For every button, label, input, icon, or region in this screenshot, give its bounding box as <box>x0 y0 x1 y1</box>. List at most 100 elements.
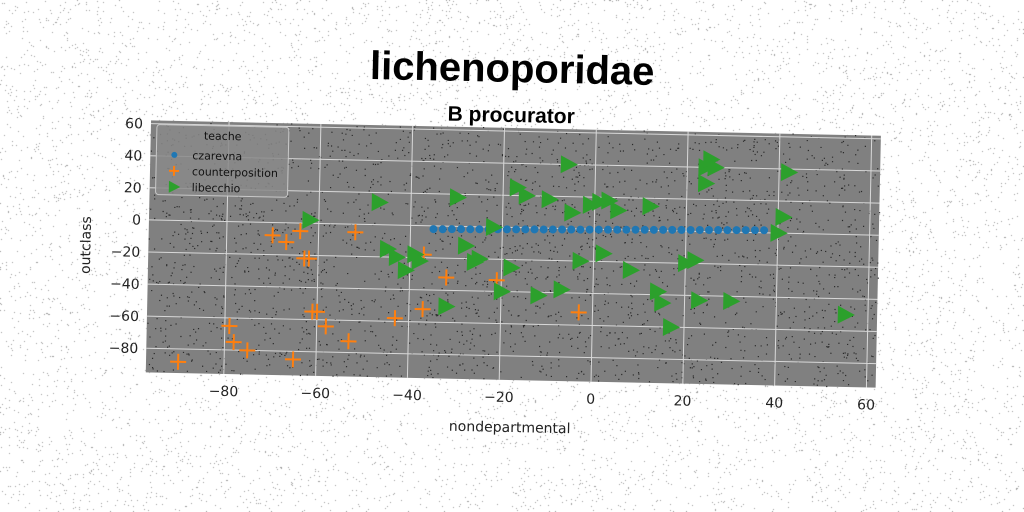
grid-line-y <box>147 283 878 300</box>
point-czarevna <box>732 226 741 235</box>
x-tick-label: 40 <box>765 395 783 411</box>
point-czarevna <box>603 225 612 234</box>
point-counterposition <box>438 269 455 286</box>
x-tick-label: 20 <box>673 393 691 409</box>
point-counterposition <box>386 310 403 327</box>
point-libecchio <box>553 280 571 299</box>
point-czarevna <box>668 225 677 234</box>
point-libecchio <box>595 244 613 263</box>
point-libecchio <box>493 282 511 301</box>
point-czarevna <box>750 226 759 235</box>
point-czarevna <box>622 225 631 234</box>
point-czarevna <box>631 225 640 234</box>
point-czarevna <box>438 225 447 234</box>
grid-line-x <box>774 133 781 386</box>
point-counterposition <box>340 333 357 350</box>
point-libecchio <box>723 291 741 310</box>
point-libecchio <box>449 188 468 207</box>
x-tick-label: 60 <box>857 397 875 413</box>
point-czarevna <box>539 225 548 234</box>
point-libecchio <box>471 249 489 268</box>
point-counterposition <box>414 301 431 318</box>
point-czarevna <box>576 225 585 234</box>
point-libecchio <box>780 163 799 182</box>
point-libecchio <box>591 192 610 211</box>
point-czarevna <box>723 226 732 235</box>
chart-subtitle: B procurator <box>447 103 575 129</box>
point-counterposition <box>221 317 238 334</box>
point-counterposition <box>292 223 309 240</box>
point-counterposition <box>570 304 587 321</box>
data-marks <box>170 150 855 370</box>
point-libecchio <box>485 217 504 236</box>
point-libecchio <box>687 251 705 270</box>
point-libecchio <box>503 258 521 277</box>
point-libecchio <box>622 260 640 279</box>
point-libecchio <box>677 254 696 273</box>
point-czarevna <box>741 226 750 235</box>
y-tick-label: 0 <box>132 213 141 229</box>
point-czarevna <box>613 225 622 234</box>
point-czarevna <box>686 225 695 234</box>
x-axis-label: nondepartmental <box>449 419 571 438</box>
point-czarevna <box>677 225 686 234</box>
point-czarevna <box>447 225 456 234</box>
grid-line-y <box>150 123 881 140</box>
point-czarevna <box>530 225 539 234</box>
series-libecchio <box>302 150 855 336</box>
point-czarevna <box>475 225 484 234</box>
x-tick-label: −20 <box>484 389 514 406</box>
point-libecchio <box>541 190 559 209</box>
point-counterposition <box>284 351 302 368</box>
point-czarevna <box>558 225 567 234</box>
y-axis-label: outclass <box>78 216 95 274</box>
legend-marker <box>168 180 181 193</box>
point-czarevna <box>760 226 769 235</box>
point-czarevna <box>429 225 438 234</box>
point-czarevna <box>714 226 723 235</box>
legend-label: counterposition <box>192 165 278 180</box>
point-libecchio <box>388 248 407 267</box>
axes: −80 −60 −40 −20 0 20 40 60 60 40 20 0 −20 −40 −60 −80 <box>109 116 876 414</box>
point-libecchio <box>457 236 476 255</box>
point-counterposition <box>264 227 281 244</box>
point-czarevna <box>640 225 649 234</box>
point-czarevna <box>585 225 594 234</box>
point-counterposition <box>225 334 242 351</box>
chart-title: lichenoporidae <box>370 44 655 94</box>
point-libecchio <box>770 223 788 242</box>
grid-line-x <box>315 123 322 376</box>
legend-label: libecchio <box>192 181 241 195</box>
point-libecchio <box>582 195 601 214</box>
y-tick-label: 20 <box>124 180 142 196</box>
point-libecchio <box>837 305 855 324</box>
plot-area <box>145 120 881 388</box>
grid-lines <box>146 122 881 388</box>
point-czarevna <box>594 225 603 234</box>
point-libecchio <box>530 286 548 305</box>
point-libecchio <box>572 251 590 270</box>
point-libecchio <box>610 201 628 220</box>
point-libecchio <box>654 293 672 312</box>
point-libecchio <box>397 261 415 280</box>
y-tick-label: −20 <box>111 244 141 261</box>
grid-line-y <box>146 315 877 332</box>
point-libecchio <box>509 178 527 197</box>
point-czarevna <box>695 225 704 234</box>
point-libecchio <box>698 174 716 193</box>
point-czarevna <box>649 225 658 234</box>
y-tick-label: 60 <box>125 116 143 132</box>
y-tick-label: −40 <box>110 276 140 293</box>
point-czarevna <box>521 225 530 234</box>
point-czarevna <box>512 225 521 234</box>
point-libecchio <box>438 297 456 316</box>
point-czarevna <box>567 225 576 234</box>
y-tick-label: 40 <box>124 148 142 164</box>
point-counterposition <box>317 318 334 335</box>
point-counterposition <box>300 250 317 267</box>
legend-marker <box>168 165 180 176</box>
point-czarevna <box>548 225 557 234</box>
point-czarevna <box>466 225 475 234</box>
point-counterposition <box>278 234 295 251</box>
